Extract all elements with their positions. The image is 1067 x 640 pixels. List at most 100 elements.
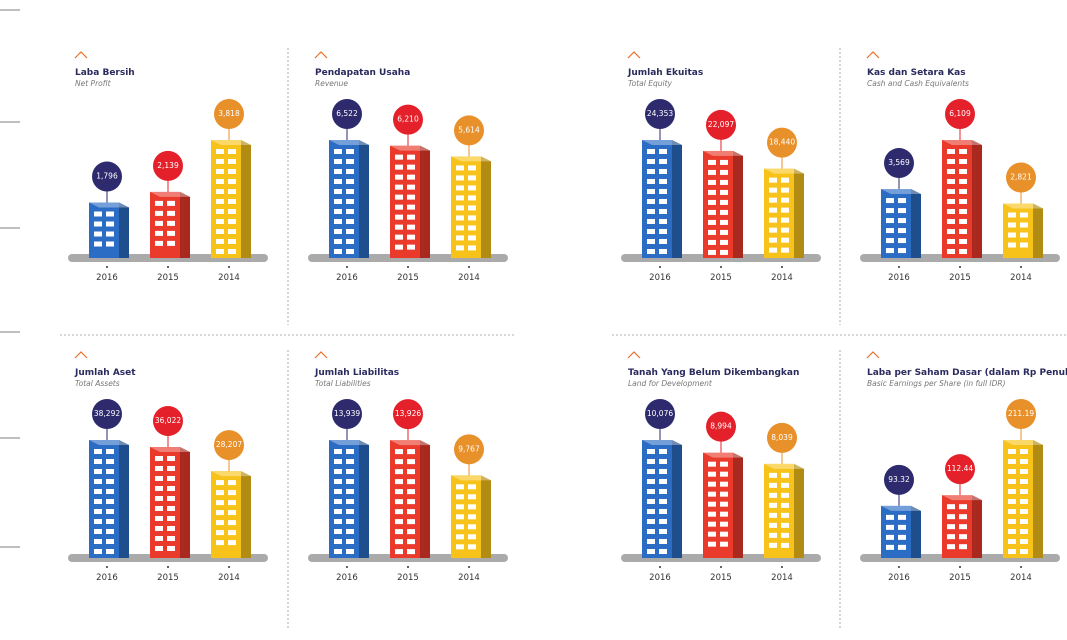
window (959, 249, 967, 254)
window (659, 519, 667, 524)
building (1003, 440, 1033, 558)
window (94, 479, 102, 484)
window (781, 482, 789, 488)
value-label: 9,767 (458, 444, 480, 453)
window (216, 209, 224, 214)
window (334, 159, 342, 164)
window (659, 149, 667, 154)
window (959, 209, 967, 214)
year-dot (106, 566, 108, 568)
window (959, 219, 967, 224)
year-label: 2015 (949, 573, 971, 583)
chevron-icon (314, 51, 328, 59)
window (886, 228, 894, 234)
building-side (241, 140, 251, 258)
building (881, 505, 911, 558)
panel-title: Jumlah Liabilitas (314, 368, 399, 378)
window (167, 545, 175, 551)
window (720, 199, 728, 205)
window (659, 489, 667, 494)
window (407, 499, 415, 505)
window (781, 522, 789, 528)
window (155, 545, 163, 551)
building-side (794, 168, 804, 258)
window (216, 510, 224, 516)
window (1008, 469, 1016, 474)
window (395, 459, 403, 465)
window (456, 544, 464, 550)
building-roof (211, 471, 251, 477)
window (647, 149, 655, 154)
window (395, 184, 403, 190)
window (647, 549, 655, 554)
window (346, 159, 354, 164)
chevron-icon (627, 351, 641, 359)
panel-title: Kas dan Setara Kas (867, 68, 966, 78)
year-dot (659, 266, 661, 268)
window (647, 509, 655, 514)
window (947, 149, 955, 154)
window (659, 529, 667, 534)
value-bubble (214, 430, 244, 461)
window (216, 229, 224, 234)
year-dot (407, 266, 409, 268)
window (659, 159, 667, 164)
building-roof (211, 140, 251, 145)
building-roof (764, 168, 804, 174)
building-roof (150, 191, 190, 197)
building-roof (451, 156, 491, 162)
window (947, 179, 955, 184)
window (456, 175, 464, 181)
building-side (972, 495, 982, 558)
building (451, 475, 481, 558)
window (886, 248, 894, 254)
window (781, 197, 789, 203)
year-dot (1020, 266, 1022, 268)
window (720, 179, 728, 185)
window (769, 207, 777, 213)
window (456, 205, 464, 211)
window (395, 469, 403, 475)
panel-subtitle: Cash and Cash Equivalents (867, 79, 969, 88)
window (395, 204, 403, 210)
building-shade (972, 140, 982, 258)
window (708, 229, 716, 235)
year-label: 2016 (96, 573, 118, 583)
building-roof (1003, 203, 1043, 209)
panel: Laba per Saham Dasar (dalam Rp Penuh)Bas… (860, 351, 1067, 583)
window (769, 472, 777, 478)
window (781, 532, 789, 538)
window (647, 169, 655, 174)
window (334, 169, 342, 174)
window (216, 520, 224, 526)
window (334, 449, 342, 454)
year-dot (720, 266, 722, 268)
window (708, 239, 716, 245)
building-side (359, 140, 369, 258)
window (959, 514, 967, 520)
building-side (972, 140, 982, 258)
value-label: 36,022 (155, 416, 181, 425)
window (959, 229, 967, 234)
building-side (119, 440, 129, 558)
window (769, 492, 777, 498)
window (468, 494, 476, 500)
panel-title: Jumlah Aset (74, 368, 136, 378)
year-dot (1020, 566, 1022, 568)
value-bubble (767, 127, 797, 158)
panel-subtitle: Basic Earnings per Share (in full IDR) (867, 379, 1006, 388)
window (647, 179, 655, 184)
window (1020, 539, 1028, 544)
window (334, 459, 342, 464)
panel-title: Pendapatan Usaha (315, 68, 410, 78)
value-bubble (454, 434, 484, 465)
building-side (359, 440, 369, 558)
building-roof (881, 189, 921, 195)
window (781, 247, 789, 253)
window (228, 500, 236, 506)
window (106, 529, 114, 534)
window (468, 185, 476, 191)
window (708, 199, 716, 205)
window (346, 149, 354, 154)
